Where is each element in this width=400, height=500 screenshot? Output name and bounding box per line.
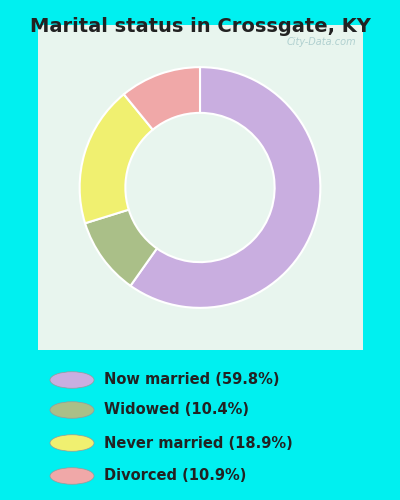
Circle shape [50,468,94,484]
Text: Now married (59.8%): Now married (59.8%) [104,372,280,388]
Text: Never married (18.9%): Never married (18.9%) [104,436,293,450]
Wedge shape [85,210,157,286]
Wedge shape [80,94,153,224]
Text: City-Data.com: City-Data.com [287,37,356,47]
Circle shape [50,434,94,451]
Text: Marital status in Crossgate, KY: Marital status in Crossgate, KY [30,18,370,36]
Text: Widowed (10.4%): Widowed (10.4%) [104,402,249,417]
Circle shape [50,372,94,388]
Text: Divorced (10.9%): Divorced (10.9%) [104,468,246,483]
Wedge shape [124,67,200,130]
Circle shape [50,402,94,418]
Wedge shape [130,67,320,308]
